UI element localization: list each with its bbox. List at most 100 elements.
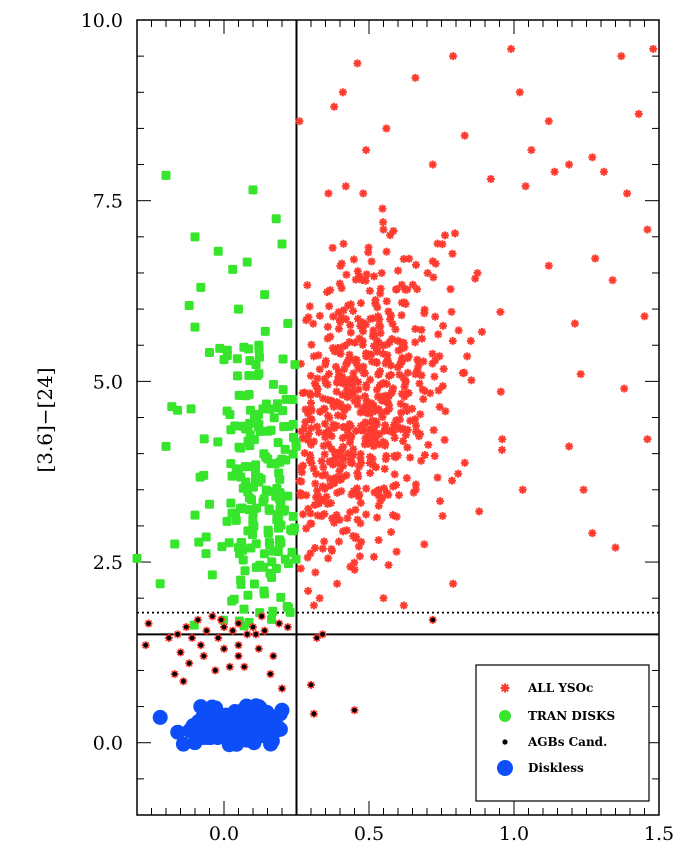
data-point-asterisk: [319, 463, 328, 472]
data-point-asterisk: [338, 88, 347, 97]
data-point-asterisk: [449, 52, 458, 61]
data-point-asterisk: [608, 276, 617, 285]
legend-marker-diskless: [497, 760, 513, 776]
data-point-square: [227, 508, 237, 518]
data-point-asterisk: [365, 286, 374, 295]
data-point-square: [278, 354, 288, 364]
data-point-asterisk: [359, 189, 368, 198]
data-point-asterisk: [311, 568, 320, 577]
data-point-asterisk: [368, 417, 377, 426]
x-tick-label: 1.0: [499, 823, 529, 845]
data-point-asterisk: [323, 380, 332, 389]
data-point-asterisk: [349, 369, 358, 378]
data-point-asterisk: [372, 463, 381, 472]
data-point-square: [251, 562, 261, 572]
agb-point: [259, 613, 265, 619]
data-point-square: [248, 482, 258, 492]
data-point-asterisk: [424, 440, 433, 449]
data-point-asterisk: [643, 435, 652, 444]
y-tick-label: 5.0: [93, 371, 123, 393]
data-point-asterisk: [305, 302, 314, 311]
data-point-asterisk: [309, 601, 318, 610]
data-point-asterisk: [349, 255, 358, 264]
data-point-asterisk: [521, 182, 530, 191]
data-point-asterisk: [379, 225, 388, 234]
data-point-asterisk: [342, 270, 351, 279]
data-point-asterisk: [439, 364, 448, 373]
data-point-asterisk: [377, 269, 386, 278]
data-point-asterisk: [362, 146, 371, 155]
data-point-square: [289, 523, 299, 533]
data-point-asterisk: [346, 438, 355, 447]
y-tick-label: 0.0: [93, 733, 123, 755]
data-point-square: [226, 498, 236, 508]
agb-point: [236, 653, 241, 659]
agb-point: [256, 646, 262, 652]
agb-point: [215, 635, 221, 641]
legend-marker-tran-disks: [499, 710, 511, 722]
data-point-asterisk: [634, 109, 643, 118]
data-point-asterisk: [374, 370, 383, 379]
data-point-asterisk: [299, 510, 308, 519]
data-point-square: [250, 473, 260, 483]
data-point-asterisk: [579, 485, 588, 494]
data-point-asterisk: [369, 552, 378, 561]
data-point-asterisk: [448, 249, 457, 258]
data-point-asterisk: [411, 338, 420, 347]
agb-point: [221, 646, 227, 652]
data-point-asterisk: [314, 492, 323, 501]
data-point-asterisk: [369, 329, 378, 338]
data-point-square: [155, 579, 165, 589]
data-point-asterisk: [346, 300, 355, 309]
data-point-asterisk: [411, 415, 420, 424]
data-point-asterisk: [364, 350, 373, 359]
data-point-asterisk: [300, 424, 309, 433]
data-point-circle: [185, 718, 201, 734]
data-point-asterisk: [399, 437, 408, 446]
data-point-asterisk: [384, 401, 393, 410]
data-point-asterisk: [408, 280, 417, 289]
data-point-asterisk: [350, 558, 359, 567]
data-point-asterisk: [337, 259, 346, 268]
y-tick-label: 2.5: [93, 552, 123, 574]
data-point-asterisk: [313, 511, 322, 520]
data-point-asterisk: [398, 353, 407, 362]
data-point-asterisk: [349, 306, 358, 315]
data-point-asterisk: [397, 311, 406, 320]
data-point-asterisk: [395, 415, 404, 424]
data-point-asterisk: [620, 384, 629, 393]
data-point-asterisk: [387, 370, 396, 379]
data-point-asterisk: [389, 482, 398, 491]
data-point-square: [205, 347, 214, 357]
data-point-square: [248, 185, 258, 195]
data-point-circle: [170, 724, 186, 740]
data-point-asterisk: [372, 385, 381, 394]
data-point-asterisk: [382, 124, 391, 133]
data-point-asterisk: [337, 474, 346, 483]
data-point-asterisk: [304, 586, 313, 595]
data-point-square: [275, 474, 285, 484]
data-point-square: [268, 379, 278, 389]
data-point-asterisk: [373, 312, 382, 321]
data-point-asterisk: [486, 175, 495, 183]
y-tick-label: 10.0: [81, 10, 123, 32]
agb-point: [276, 621, 282, 626]
data-point-asterisk: [351, 534, 360, 543]
data-point-asterisk: [467, 376, 476, 385]
data-point-asterisk: [382, 379, 391, 388]
data-point-asterisk: [376, 322, 385, 331]
data-point-square: [222, 516, 232, 526]
data-point-asterisk: [379, 594, 388, 603]
data-point-square: [231, 466, 241, 476]
data-point-asterisk: [356, 519, 365, 528]
data-point-asterisk: [388, 319, 397, 328]
data-point-square: [226, 425, 236, 435]
agb-point: [181, 678, 186, 684]
data-point-asterisk: [315, 594, 324, 603]
data-point-asterisk: [382, 247, 391, 256]
data-point-asterisk: [440, 435, 449, 444]
data-point-square: [254, 344, 264, 354]
data-point-asterisk: [588, 529, 597, 538]
data-point-asterisk: [366, 314, 375, 323]
data-point-asterisk: [400, 382, 409, 391]
